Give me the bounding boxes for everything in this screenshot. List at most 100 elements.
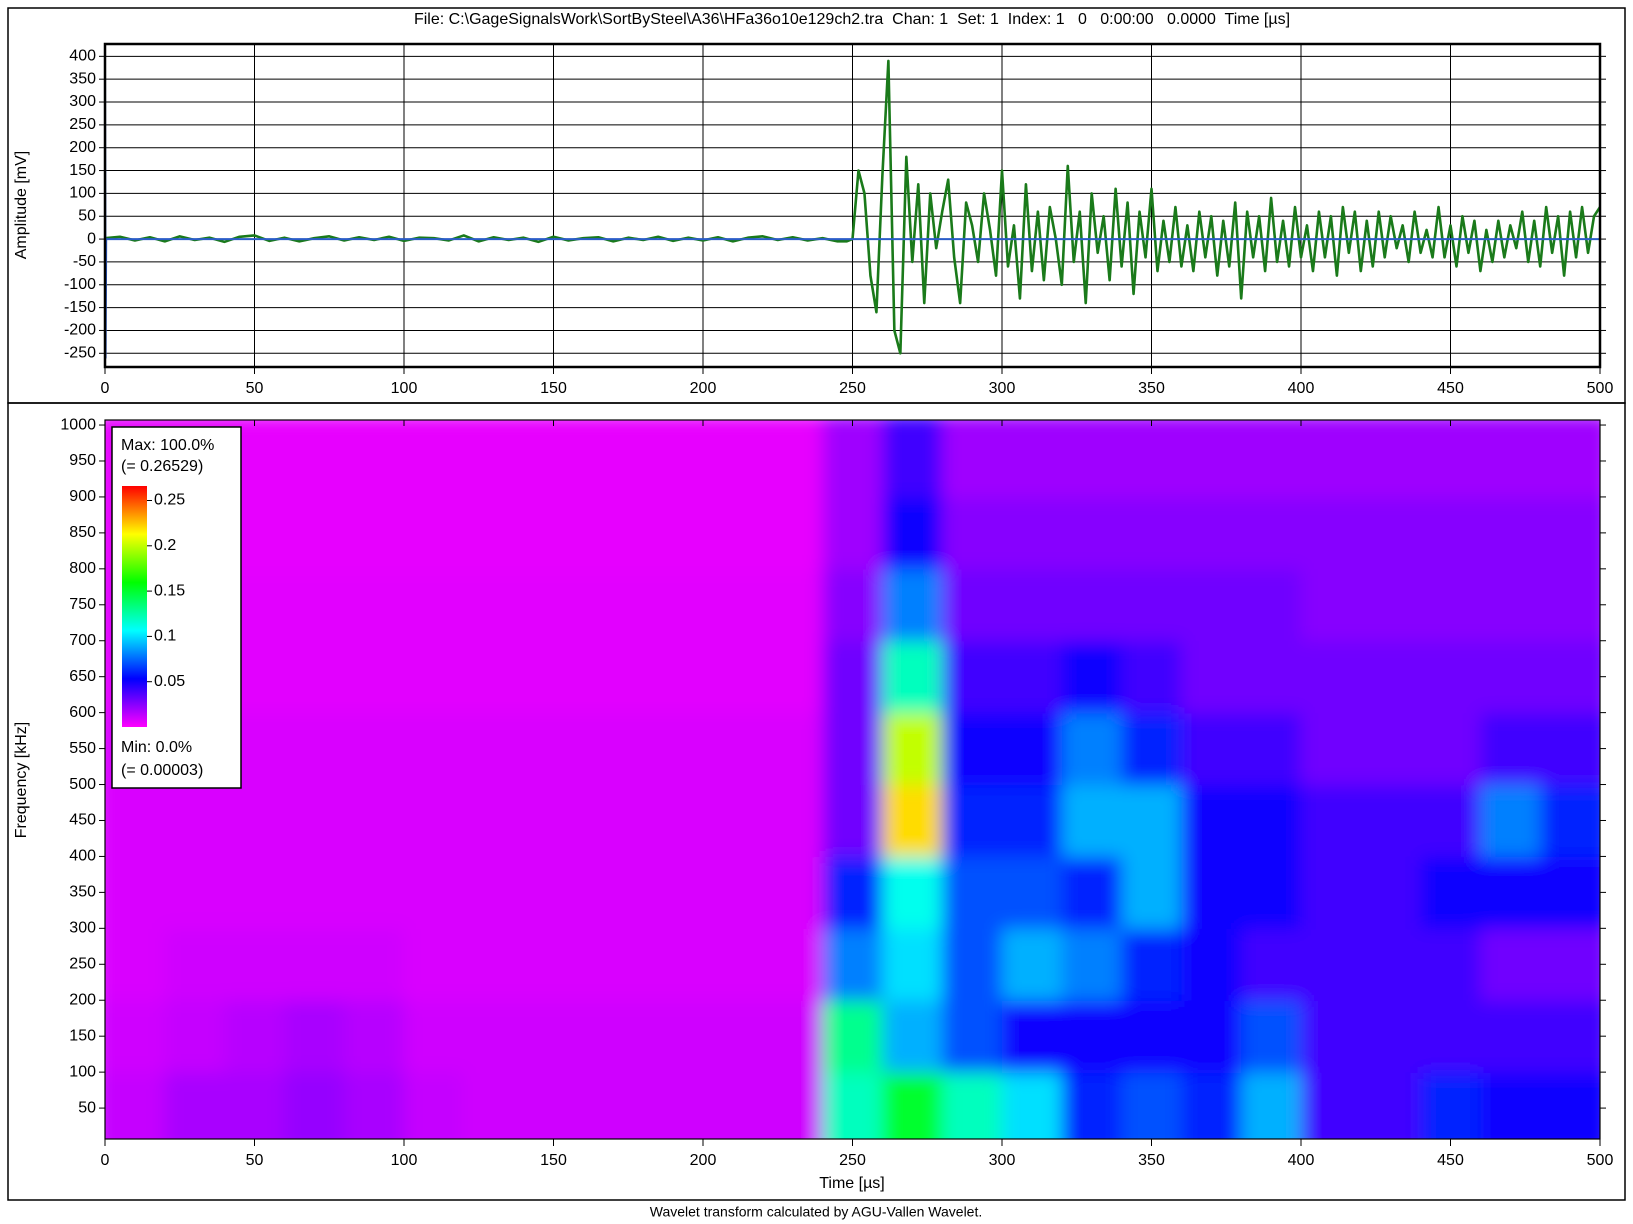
heatmap-cell xyxy=(1241,1000,1302,1073)
heatmap-cell xyxy=(463,420,525,498)
y-tick-label: 350 xyxy=(69,884,96,901)
heatmap-cell xyxy=(1241,856,1302,929)
heatmap-cell xyxy=(404,496,465,570)
heatmap-cell xyxy=(882,784,943,858)
heatmap-cell xyxy=(1061,640,1123,714)
y-tick-label: 200 xyxy=(69,139,96,156)
y-tick-label: 700 xyxy=(69,632,96,649)
y-tick-label: 500 xyxy=(69,776,96,793)
heatmap-cells xyxy=(105,420,1600,1139)
heatmap-cell xyxy=(703,784,764,858)
heatmap-cell xyxy=(1241,568,1302,642)
heatmap-cell xyxy=(344,712,405,786)
x-tick-label: 350 xyxy=(1138,380,1165,397)
heatmap-cell xyxy=(1420,1000,1481,1073)
x-tick-label: 150 xyxy=(540,1152,567,1169)
heatmap-cell xyxy=(284,640,345,714)
x-tick-label: 100 xyxy=(391,380,418,397)
heatmap-cell xyxy=(1420,496,1481,570)
heatmap-cell xyxy=(404,640,465,714)
heatmap-cell xyxy=(523,496,584,570)
heatmap-cell xyxy=(224,856,285,929)
heatmap-cell xyxy=(1420,420,1481,498)
heatmap-cell xyxy=(1181,496,1242,570)
heatmap-cell xyxy=(284,496,345,570)
heatmap-cell xyxy=(762,420,824,498)
heatmap-cell xyxy=(164,1000,226,1073)
heatmap-cell xyxy=(1301,928,1362,1001)
heatmap-cell xyxy=(822,856,883,929)
heatmap-cell xyxy=(344,1000,405,1073)
plot-frame xyxy=(103,42,1602,369)
x-tick-label: 0 xyxy=(101,380,110,397)
y-tick-label: 550 xyxy=(69,740,96,757)
heatmap-cell xyxy=(942,640,1003,714)
heatmap-cell xyxy=(1241,928,1302,1001)
heatmap-cell xyxy=(523,640,584,714)
heatmap-cell xyxy=(1301,712,1362,786)
heatmap-cell xyxy=(463,1000,525,1073)
panel-frame xyxy=(7,402,1626,1201)
y-tick-label: 150 xyxy=(69,162,96,179)
legend-text: Min: 0.0% xyxy=(121,739,192,756)
heatmap-cell xyxy=(1061,856,1123,929)
heatmap-cell xyxy=(1061,928,1123,1001)
heatmap-cell xyxy=(882,712,943,786)
x-tick-label: 500 xyxy=(1587,1152,1614,1169)
heatmap-cell xyxy=(1002,712,1063,786)
heatmap-cell xyxy=(882,928,943,1001)
heatmap-cell xyxy=(1241,712,1302,786)
heatmap-cell xyxy=(1360,712,1422,786)
heatmap-cell xyxy=(523,1072,584,1139)
y-tick-label: -100 xyxy=(64,276,96,293)
heatmap-cell xyxy=(463,712,525,786)
y-tick-label: 850 xyxy=(69,524,96,541)
heatmap-cell xyxy=(1420,568,1481,642)
heatmap-cell xyxy=(1002,420,1063,498)
heatmap-cell xyxy=(1241,496,1302,570)
heatmap-cell xyxy=(583,568,644,642)
heatmap-cell xyxy=(1480,928,1541,1001)
heatmap-cell xyxy=(583,856,644,929)
heatmap-cell xyxy=(822,568,883,642)
heatmap-cell xyxy=(1241,784,1302,858)
heatmap-cell xyxy=(284,568,345,642)
heatmap-cell xyxy=(1181,568,1242,642)
heatmap-cell xyxy=(1360,496,1422,570)
heatmap-cell xyxy=(942,1000,1003,1073)
heatmap-cell xyxy=(1540,420,1600,498)
heatmap-cell xyxy=(583,784,644,858)
heatmap-cell xyxy=(1241,640,1302,714)
heatmap-cell xyxy=(583,1072,644,1139)
heatmap-cell xyxy=(1301,568,1362,642)
heatmap-cell xyxy=(463,928,525,1001)
heatmap-cell xyxy=(643,712,704,786)
heatmap-cell xyxy=(463,640,525,714)
heatmap-cell xyxy=(1301,420,1362,498)
heatmap-cell xyxy=(1061,1072,1123,1139)
y-tick-label: 100 xyxy=(69,185,96,202)
colorbar-tick-label: 0.15 xyxy=(154,582,185,599)
x-tick-label: 100 xyxy=(391,1152,418,1169)
heatmap-cell xyxy=(822,1000,883,1073)
heatmap-cell xyxy=(1121,712,1182,786)
heatmap xyxy=(105,420,1600,1139)
x-tick-label: 200 xyxy=(690,1152,717,1169)
heatmap-cell xyxy=(762,496,824,570)
heatmap-cell xyxy=(762,640,824,714)
heatmap-cell xyxy=(822,640,883,714)
heatmap-cell xyxy=(1121,1000,1182,1073)
heatmap-cell xyxy=(105,928,166,1001)
y-axis-title: Frequency [kHz] xyxy=(13,722,30,838)
heatmap-cell xyxy=(1002,784,1063,858)
heatmap-cell xyxy=(882,1000,943,1073)
heatmap-cell xyxy=(404,784,465,858)
heatmap-cell xyxy=(1181,640,1242,714)
heatmap-cell xyxy=(1360,640,1422,714)
heatmap-cell xyxy=(1480,568,1541,642)
heatmap-cell xyxy=(164,784,226,858)
heatmap-cell xyxy=(1480,1072,1541,1139)
heatmap-cell xyxy=(822,1072,883,1139)
heatmap-cell xyxy=(703,568,764,642)
